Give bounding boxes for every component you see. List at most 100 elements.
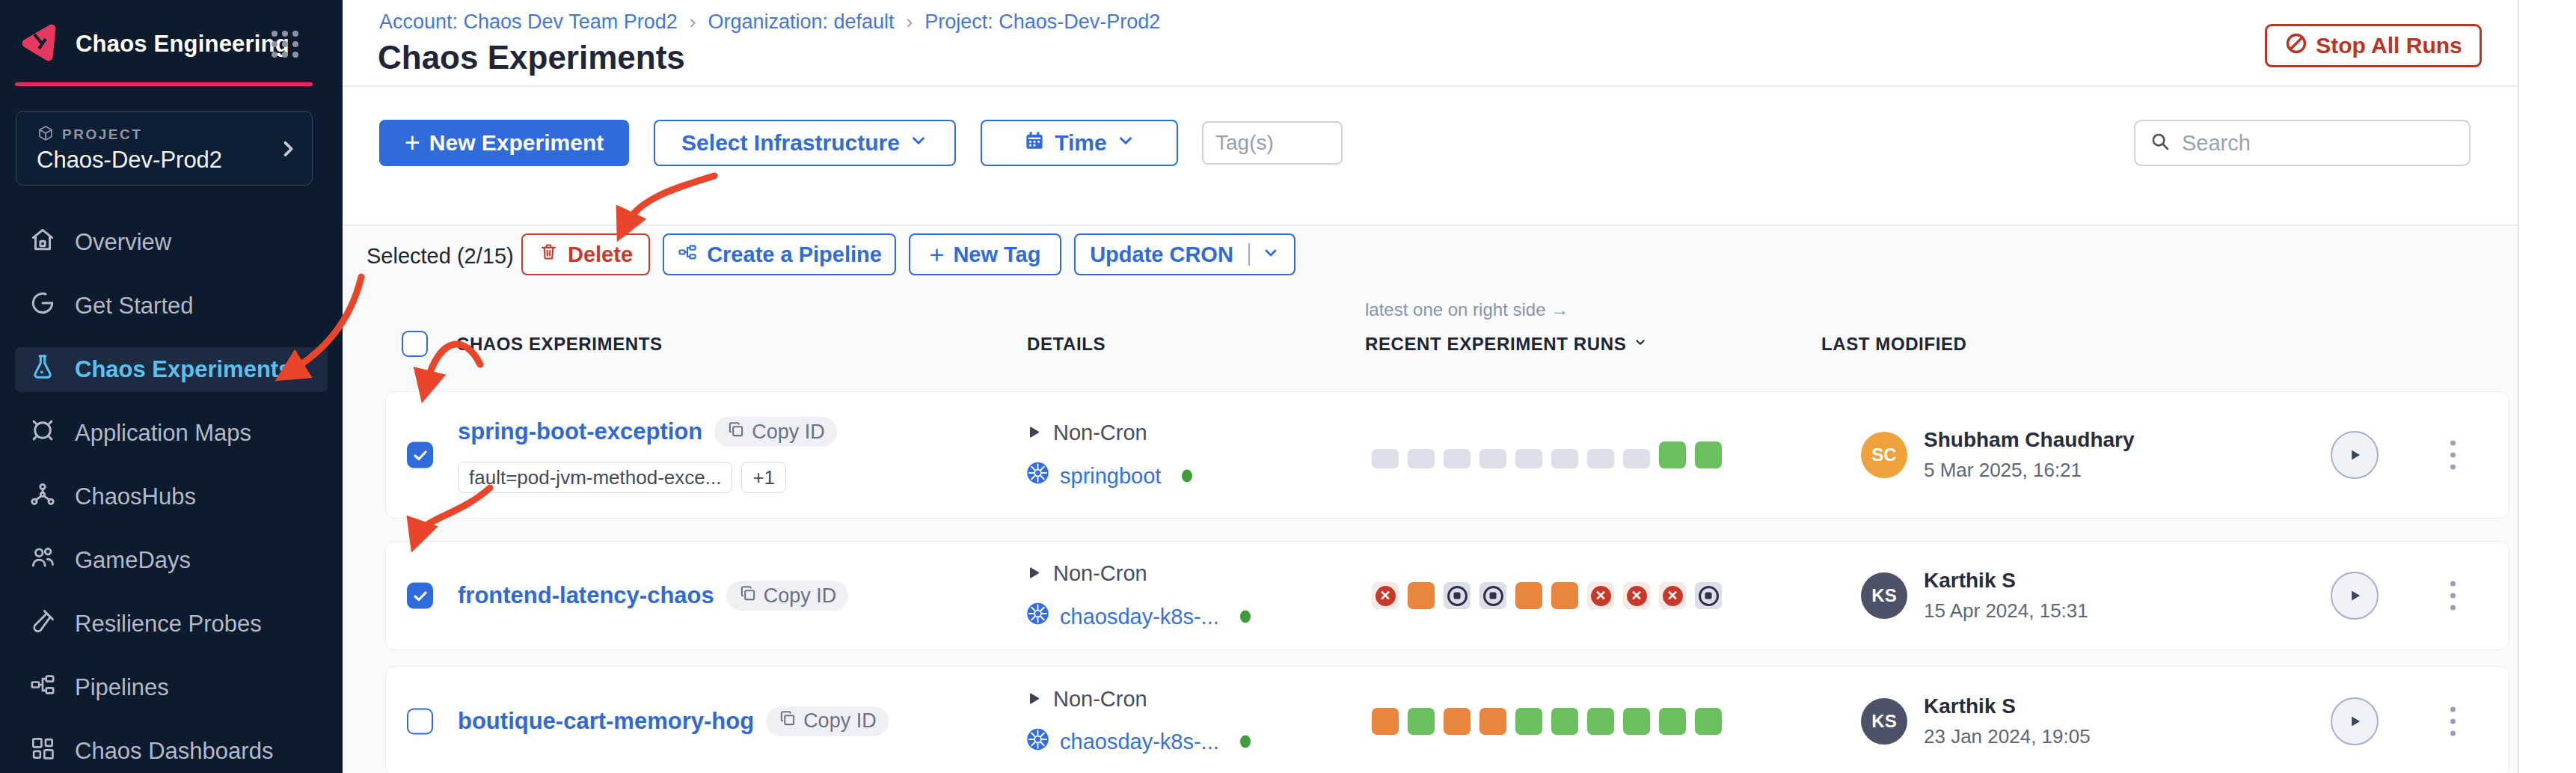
row-menu-button[interactable] <box>2444 575 2462 617</box>
new-tag-button[interactable]: + New Tag <box>909 233 1061 275</box>
run-indicator-pending[interactable] <box>1551 449 1578 468</box>
tag-chip[interactable]: fault=pod-jvm-method-exce... <box>458 462 732 493</box>
modified-date: 5 Mar 2025, 16:21 <box>1924 459 2135 482</box>
recent-runs <box>1372 708 1722 735</box>
run-indicator-passed[interactable] <box>1515 708 1542 735</box>
project-selector[interactable]: PROJECT Chaos-Dev-Prod2 <box>16 111 313 186</box>
experiment-row: boutique-cart-memory-hog Copy ID Non-Cro… <box>385 666 2509 773</box>
run-indicator-pending[interactable] <box>1515 449 1542 468</box>
sidebar-item-chaos-experiments[interactable]: Chaos Experiments <box>15 347 328 392</box>
sidebar-item-chaoshubs[interactable]: ChaosHubs <box>15 474 328 519</box>
experiment-name-link[interactable]: boutique-cart-memory-hog <box>458 708 754 735</box>
run-indicator-running[interactable] <box>1372 708 1399 735</box>
sidebar-item-gamedays[interactable]: GameDays <box>15 538 328 583</box>
column-header-runs[interactable]: RECENT EXPERIMENT RUNS <box>1365 334 1649 355</box>
breadcrumb-org[interactable]: Organization: default <box>708 10 894 34</box>
create-pipeline-button[interactable]: Create a Pipeline <box>663 233 896 275</box>
chevron-down-icon <box>1116 130 1135 156</box>
sidebar-item-get-started[interactable]: Get Started <box>15 284 328 329</box>
stop-all-runs-button[interactable]: Stop All Runs <box>2265 24 2482 67</box>
row-menu-button[interactable] <box>2444 435 2462 476</box>
calendar-icon <box>1023 129 1046 157</box>
column-header-modified: LAST MODIFIED <box>1821 334 1966 355</box>
modified-date: 23 Jan 2024, 19:05 <box>1924 725 2091 748</box>
run-indicator-pending[interactable] <box>1408 449 1435 468</box>
run-indicator-pending[interactable] <box>1587 449 1614 468</box>
run-indicator-pending[interactable] <box>1444 449 1471 468</box>
application-maps-icon <box>28 416 57 450</box>
column-header-experiments[interactable]: CHAOS EXPERIMENTS <box>456 334 663 355</box>
cron-triangle-icon[interactable] <box>1026 686 1041 711</box>
toolbar: + New Experiment Select Infrastructure T… <box>343 88 2518 226</box>
infrastructure-link[interactable]: chaosday-k8s-... <box>1060 604 1219 629</box>
cron-triangle-icon[interactable] <box>1026 561 1041 586</box>
run-indicator-stopped[interactable] <box>1444 582 1471 609</box>
select-all-checkbox[interactable] <box>402 331 428 357</box>
run-indicator-running[interactable] <box>1479 708 1506 735</box>
run-indicator-failed[interactable] <box>1659 582 1686 609</box>
run-indicator-passed[interactable] <box>1695 708 1722 735</box>
plus-icon: + <box>930 240 945 269</box>
row-checkbox[interactable] <box>407 442 433 468</box>
sidebar-item-application-maps[interactable]: Application Maps <box>15 411 328 456</box>
run-indicator-passed[interactable] <box>1659 442 1686 468</box>
run-indicator-passed[interactable] <box>1408 708 1435 735</box>
run-indicator-pending[interactable] <box>1479 449 1506 468</box>
run-indicator-failed[interactable] <box>1372 582 1399 609</box>
copy-id-button[interactable]: Copy ID <box>726 581 849 611</box>
tags-input[interactable] <box>1202 121 1343 165</box>
experiment-row: spring-boot-exception Copy ID fault=pod-… <box>385 391 2509 519</box>
breadcrumb-account[interactable]: Account: Chaos Dev Team Prod2 <box>379 10 678 34</box>
run-indicator-passed[interactable] <box>1695 442 1722 468</box>
new-experiment-button[interactable]: + New Experiment <box>379 120 629 166</box>
row-checkbox[interactable] <box>407 583 433 609</box>
run-indicator-pending[interactable] <box>1372 449 1399 468</box>
chevron-down-icon[interactable] <box>1262 242 1280 267</box>
app-grid-icon[interactable] <box>272 31 298 58</box>
search-input[interactable] <box>2182 131 2456 156</box>
select-infrastructure-dropdown[interactable]: Select Infrastructure <box>654 120 956 166</box>
sidebar-item-resilience-probes[interactable]: Resilience Probes <box>15 602 328 647</box>
delete-button[interactable]: Delete <box>521 233 650 275</box>
experiment-name-link[interactable]: spring-boot-exception <box>458 418 702 445</box>
run-indicator-stopped[interactable] <box>1479 582 1506 609</box>
sidebar-item-chaos-dashboards[interactable]: Chaos Dashboards <box>15 729 328 773</box>
run-experiment-button[interactable] <box>2331 697 2379 745</box>
run-experiment-button[interactable] <box>2331 431 2379 479</box>
search-box[interactable] <box>2134 120 2471 166</box>
row-checkbox[interactable] <box>407 708 433 734</box>
tag-more-chip[interactable]: +1 <box>741 462 786 493</box>
run-indicator-running[interactable] <box>1444 708 1471 735</box>
run-indicator-passed[interactable] <box>1623 708 1650 735</box>
run-indicator-passed[interactable] <box>1659 708 1686 735</box>
infrastructure-link[interactable]: chaosday-k8s-... <box>1060 730 1219 754</box>
run-indicator-passed[interactable] <box>1587 708 1614 735</box>
run-indicator-failed[interactable] <box>1587 582 1614 609</box>
row-menu-button[interactable] <box>2444 700 2462 742</box>
kubernetes-icon <box>1026 602 1049 631</box>
run-indicator-running[interactable] <box>1551 582 1578 609</box>
copy-id-button[interactable]: Copy ID <box>714 417 837 447</box>
update-cron-button[interactable]: Update CRON <box>1074 233 1295 275</box>
run-indicator-passed[interactable] <box>1551 708 1578 735</box>
sidebar-item-overview[interactable]: Overview <box>15 220 328 265</box>
experiment-name-link[interactable]: frontend-latency-chaos <box>458 582 714 609</box>
run-indicator-running[interactable] <box>1515 582 1542 609</box>
page-header: Account: Chaos Dev Team Prod2 › Organiza… <box>343 0 2518 87</box>
cron-triangle-icon[interactable] <box>1026 421 1041 445</box>
breadcrumb-project[interactable]: Project: Chaos-Dev-Prod2 <box>924 10 1160 34</box>
infrastructure-link[interactable]: springboot <box>1060 463 1161 488</box>
run-indicator-running[interactable] <box>1408 582 1435 609</box>
run-experiment-button[interactable] <box>2331 572 2379 620</box>
copy-id-button[interactable]: Copy ID <box>766 706 889 736</box>
copy-icon <box>738 584 758 608</box>
probe-icon <box>28 607 57 641</box>
run-indicator-stopped[interactable] <box>1695 582 1722 609</box>
run-indicator-failed[interactable] <box>1623 582 1650 609</box>
page-title: Chaos Experiments <box>378 39 685 76</box>
cube-icon <box>37 124 55 145</box>
kubernetes-icon <box>1026 727 1049 756</box>
time-filter-dropdown[interactable]: Time <box>981 120 1178 166</box>
run-indicator-pending[interactable] <box>1623 449 1650 468</box>
sidebar-item-pipelines[interactable]: Pipelines <box>15 665 328 710</box>
